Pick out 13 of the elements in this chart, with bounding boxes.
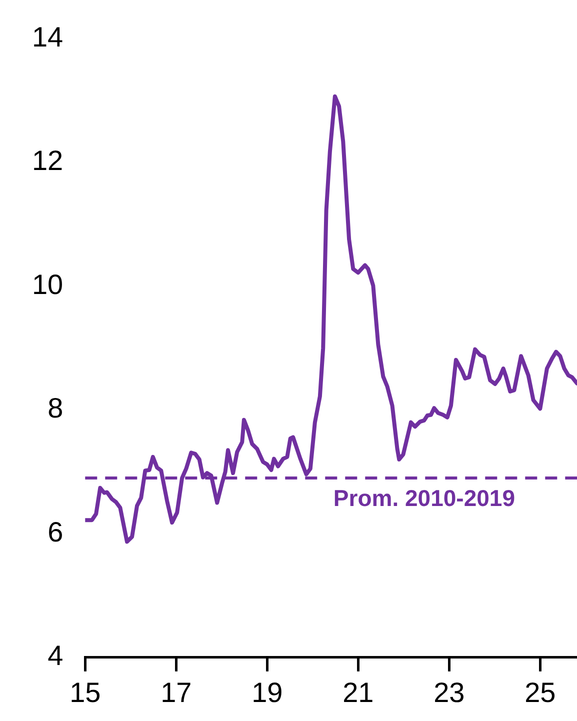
y-tick-label: 4 <box>48 640 64 672</box>
x-tick-label: 25 <box>524 676 556 708</box>
x-tick-label: 21 <box>342 676 374 708</box>
y-tick-label: 10 <box>32 268 64 300</box>
y-tick-label: 14 <box>32 22 64 53</box>
y-tick-label: 12 <box>32 145 64 176</box>
y-tick-label: 8 <box>48 392 64 424</box>
y-tick-label: 6 <box>48 516 64 548</box>
x-tick-label: 19 <box>252 676 283 708</box>
x-tick-label: 15 <box>70 676 101 708</box>
x-tick-label: 17 <box>160 676 192 708</box>
ref-line-label: Prom. 2010-2019 <box>333 484 515 511</box>
x-tick-label: 23 <box>434 676 465 708</box>
